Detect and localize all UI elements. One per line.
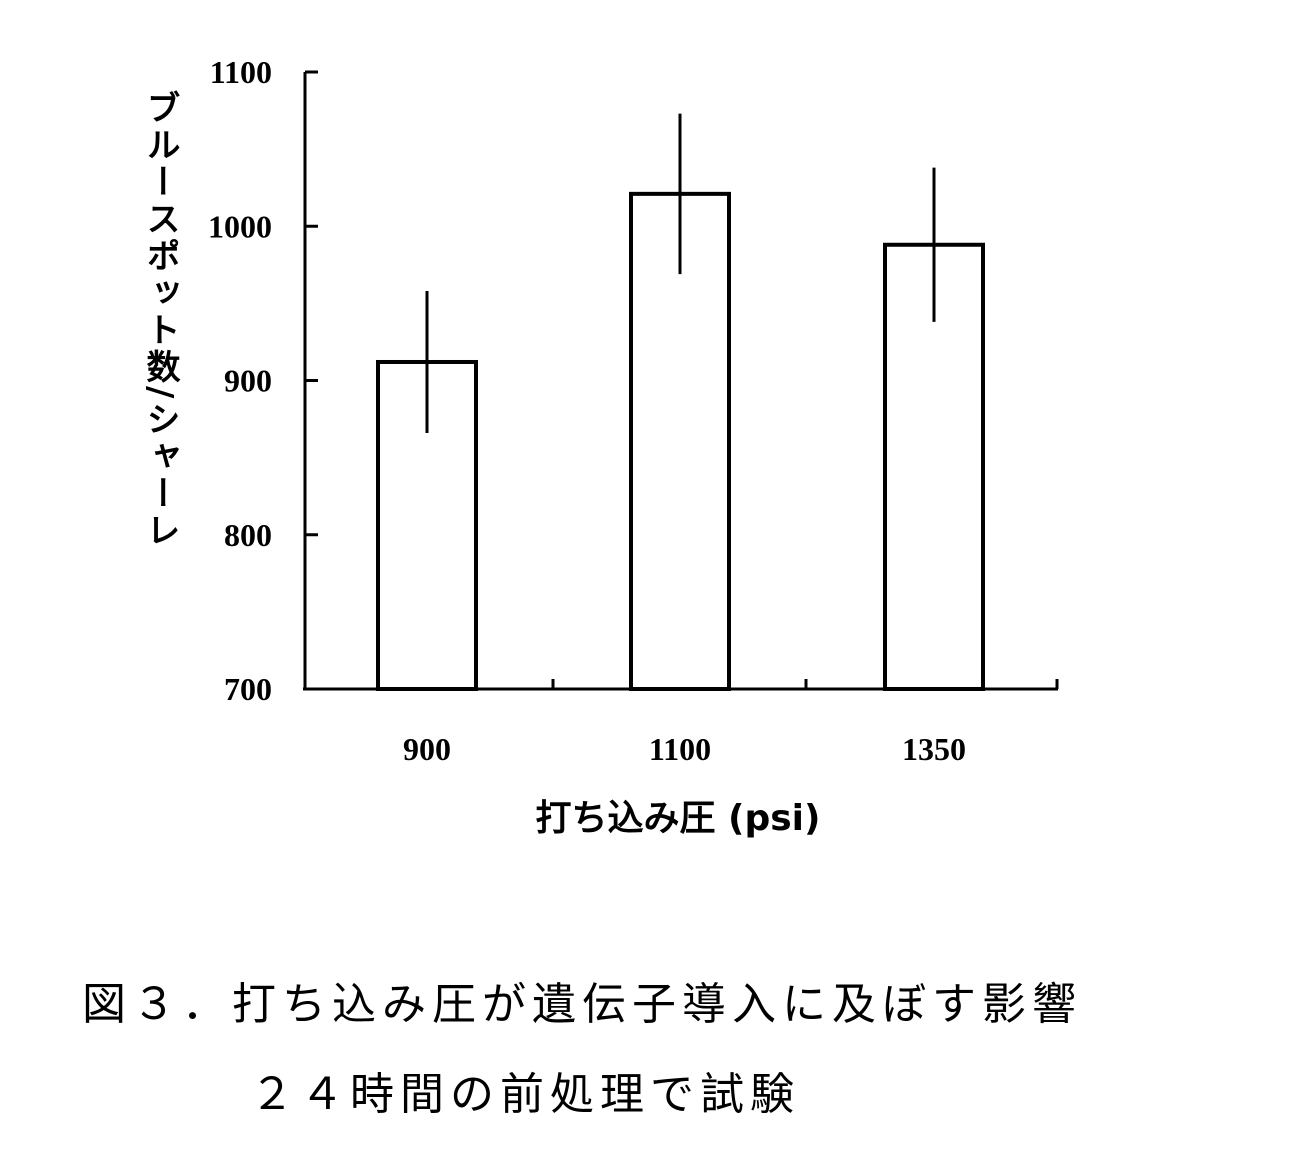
y-axis: 700 800 900 1000 1100: [208, 54, 318, 707]
y-tick-label: 800: [224, 517, 272, 553]
bar-1100: [629, 191, 731, 691]
x-tick-labels: 900 1100 1350: [403, 731, 966, 767]
x-axis-label: 打ち込み圧 (psi): [536, 798, 821, 839]
y-tick-label: 1100: [210, 54, 272, 90]
x-tick-label: 1100: [649, 731, 711, 767]
figure-caption-title: 図３．打ち込み圧が遺伝子導入に及ぼす影響: [82, 979, 1082, 1030]
y-ticks: 700 800 900 1000 1100: [208, 54, 318, 707]
bar-chart: 700 800 900 1000 1100 900 1100 1350 ブルースポット数/シ…: [140, 54, 1059, 839]
x-tick-label: 1350: [902, 731, 966, 767]
y-axis-label: ブルースポット数/シャーレ: [140, 90, 180, 550]
y-tick-label: 900: [224, 363, 272, 399]
x-ticks: [551, 679, 1059, 689]
bars: [376, 113, 985, 691]
y-tick-label: 700: [224, 671, 272, 707]
y-tick-label: 1000: [208, 208, 272, 244]
x-tick-label: 900: [403, 731, 451, 767]
figure-caption-subtitle: ２４時間の前処理で試験: [250, 1069, 800, 1120]
